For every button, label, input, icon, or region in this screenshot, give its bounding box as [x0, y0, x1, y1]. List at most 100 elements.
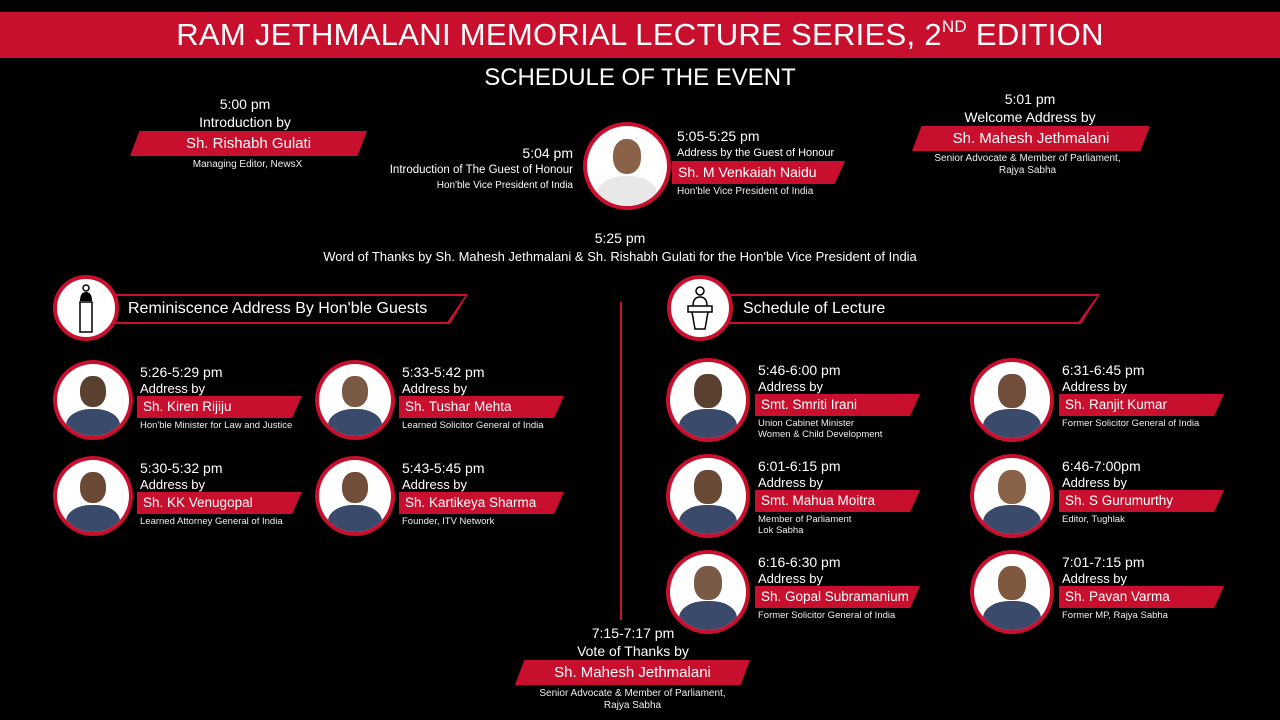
speaker-role: Former Solicitor General of India	[758, 610, 896, 621]
label: Address by	[758, 379, 824, 394]
title-text-end: EDITION	[967, 17, 1104, 52]
speaker-ribbon: Sh. Kiren Rijiju	[137, 396, 302, 418]
speaker-ribbon: Sh. Gopal Subramanium	[755, 586, 920, 608]
speaker-photo	[53, 456, 133, 536]
speaker-card: 5:30-5:32 pm Address by Sh. KK Venugopal …	[53, 456, 313, 546]
speaker-ribbon: Smt. Mahua Moitra	[755, 490, 920, 512]
role-line: Rajya Sabha	[603, 700, 662, 711]
reminiscence-section-header: Reminiscence Address By Hon'ble Guests	[110, 294, 468, 324]
speaker-role: Former Solicitor General of India	[1062, 418, 1200, 429]
time: 5:00 pm	[219, 96, 271, 112]
label: Address by the Guest of Honour	[677, 147, 835, 159]
label: Word of Thanks by Sh. Mahesh Jethmalani …	[323, 249, 917, 264]
speaker-role: Member of Parliament Lok Sabha	[758, 514, 852, 536]
label: Address by	[1062, 379, 1128, 394]
speaker-photo	[970, 550, 1054, 634]
speaker-role: Hon'ble Minister for Law and Justice	[140, 420, 293, 431]
speaker-ribbon: Sh. M Venkaiah Naidu	[672, 161, 845, 184]
speaker-card: 6:16-6:30 pm Address by Sh. Gopal Subrama…	[666, 550, 926, 640]
title-banner: RAM JETHMALANI MEMORIAL LECTURE SERIES, …	[0, 12, 1280, 58]
label: Address by	[758, 571, 824, 586]
speaker-ribbon: Sh. Kartikeya Sharma	[399, 492, 564, 514]
title-text: RAM JETHMALANI MEMORIAL LECTURE SERIES, …	[176, 17, 942, 52]
label: Address by	[1062, 475, 1128, 490]
label: Introduction by	[199, 114, 291, 130]
podium-speaker-icon	[667, 275, 733, 341]
guest-of-honour-photo	[583, 122, 671, 210]
speaker-ribbon: Sh. Tushar Mehta	[399, 396, 564, 418]
time: 6:16-6:30 pm	[758, 554, 841, 570]
vote-block: 7:15-7:17 pm Vote of Thanks by	[513, 624, 753, 660]
time: 7:01-7:15 pm	[1062, 554, 1145, 570]
label: Address by	[1062, 571, 1128, 586]
welcome-block: 5:01 pm Welcome Address by	[910, 90, 1150, 126]
page-subtitle: SCHEDULE OF THE EVENT	[484, 64, 796, 91]
speaker-photo	[53, 360, 133, 440]
time: 5:26-5:29 pm	[140, 364, 223, 380]
time: 5:46-6:00 pm	[758, 362, 841, 378]
speaker-role: Senior Advocate & Member of Parliament, R…	[895, 153, 1160, 177]
time: 5:43-5:45 pm	[402, 460, 485, 476]
time: 5:01 pm	[1004, 91, 1056, 107]
speaker-ribbon: Sh. Mahesh Jethmalani	[912, 126, 1150, 151]
speaker-card: 5:26-5:29 pm Address by Sh. Kiren Rijiju …	[53, 360, 313, 450]
label: Vote of Thanks by	[577, 643, 689, 659]
time: 6:31-6:45 pm	[1062, 362, 1145, 378]
speaker-role: Senior Advocate & Member of Parliament, R…	[500, 688, 765, 712]
speaker-ribbon: Sh. S Gurumurthy	[1059, 490, 1224, 512]
speaker-photo	[315, 360, 395, 440]
guest-intro-block: 5:04 pm Introduction of The Guest of Hon…	[330, 144, 573, 194]
speaker-photo	[315, 456, 395, 536]
section-title: Reminiscence Address By Hon'ble Guests	[128, 300, 428, 317]
time: 6:01-6:15 pm	[758, 458, 841, 474]
speaker-ribbon: Smt. Smriti Irani	[755, 394, 920, 416]
speaker-card: 6:31-6:45 pm Address by Sh. Ranjit Kumar …	[970, 358, 1230, 448]
speaker-photo	[970, 358, 1054, 442]
label: Introduction of The Guest of Honour	[389, 164, 573, 176]
time: 5:25 pm	[594, 230, 646, 246]
time: 5:05-5:25 pm	[677, 128, 760, 144]
speaker-ribbon: Sh. Pavan Varma	[1059, 586, 1224, 608]
section-title: Schedule of Lecture	[743, 300, 886, 317]
speaker-ribbon: Sh. Rishabh Gulati	[130, 131, 367, 156]
speaker-card: 6:01-6:15 pm Address by Smt. Mahua Moitra…	[666, 454, 926, 544]
speaker-card: 5:33-5:42 pm Address by Sh. Tushar Mehta …	[315, 360, 575, 450]
speaker-ribbon: Sh. Ranjit Kumar	[1059, 394, 1224, 416]
label: Address by	[402, 477, 468, 492]
speaker-card: 7:01-7:15 pm Address by Sh. Pavan Varma F…	[970, 550, 1230, 640]
speaker-role: Hon'ble Vice President of India	[677, 186, 814, 197]
speaker-photo	[666, 358, 750, 442]
speaker-role: Union Cabinet Minister Women & Child Dev…	[758, 418, 883, 440]
speaker-photo	[666, 550, 750, 634]
speaker-card: 5:43-5:45 pm Address by Sh. Kartikeya Sha…	[315, 456, 575, 546]
label: Welcome Address by	[964, 109, 1096, 125]
time: 6:46-7:00pm	[1062, 458, 1141, 474]
label: Address by	[402, 381, 468, 396]
time: 5:33-5:42 pm	[402, 364, 485, 380]
speaker-role: Learned Solicitor General of India	[402, 420, 544, 431]
speaker-role: Managing Editor, NewsX	[192, 159, 303, 170]
role-line: Senior Advocate & Member of Parliament,	[934, 153, 1121, 164]
speaker-card: 6:46-7:00pm Address by Sh. S Gurumurthy E…	[970, 454, 1230, 544]
title-superscript: ND	[941, 17, 968, 36]
role-line: Senior Advocate & Member of Parliament,	[539, 688, 726, 699]
guest-address-block: 5:05-5:25 pm Address by the Guest of Hon…	[677, 127, 834, 161]
divider-line	[620, 302, 622, 620]
speaker-ribbon: Sh. Mahesh Jethmalani	[515, 660, 750, 685]
role-line: Rajya Sabha	[998, 165, 1057, 176]
speaker-role: Former MP, Rajya Sabha	[1062, 610, 1168, 621]
speaker-ribbon: Sh. KK Venugopal	[137, 492, 302, 514]
speaker-role: Editor, Tughlak	[1062, 514, 1125, 525]
speaker-card: 5:46-6:00 pm Address by Smt. Smriti Irani…	[666, 358, 926, 448]
time: 5:04 pm	[522, 145, 573, 161]
thanks-block: 5:25 pm Word of Thanks by Sh. Mahesh Jet…	[200, 229, 1040, 267]
speaker-photo	[970, 454, 1054, 538]
intro-block: 5:00 pm Introduction by	[125, 95, 365, 131]
label: Address by	[140, 477, 206, 492]
microphone-icon	[53, 275, 119, 341]
time: 5:30-5:32 pm	[140, 460, 223, 476]
time: 7:15-7:17 pm	[591, 625, 675, 641]
speaker-role: Founder, ITV Network	[402, 516, 495, 527]
label: Address by	[140, 381, 206, 396]
role: Hon'ble Vice President of India	[436, 180, 573, 191]
